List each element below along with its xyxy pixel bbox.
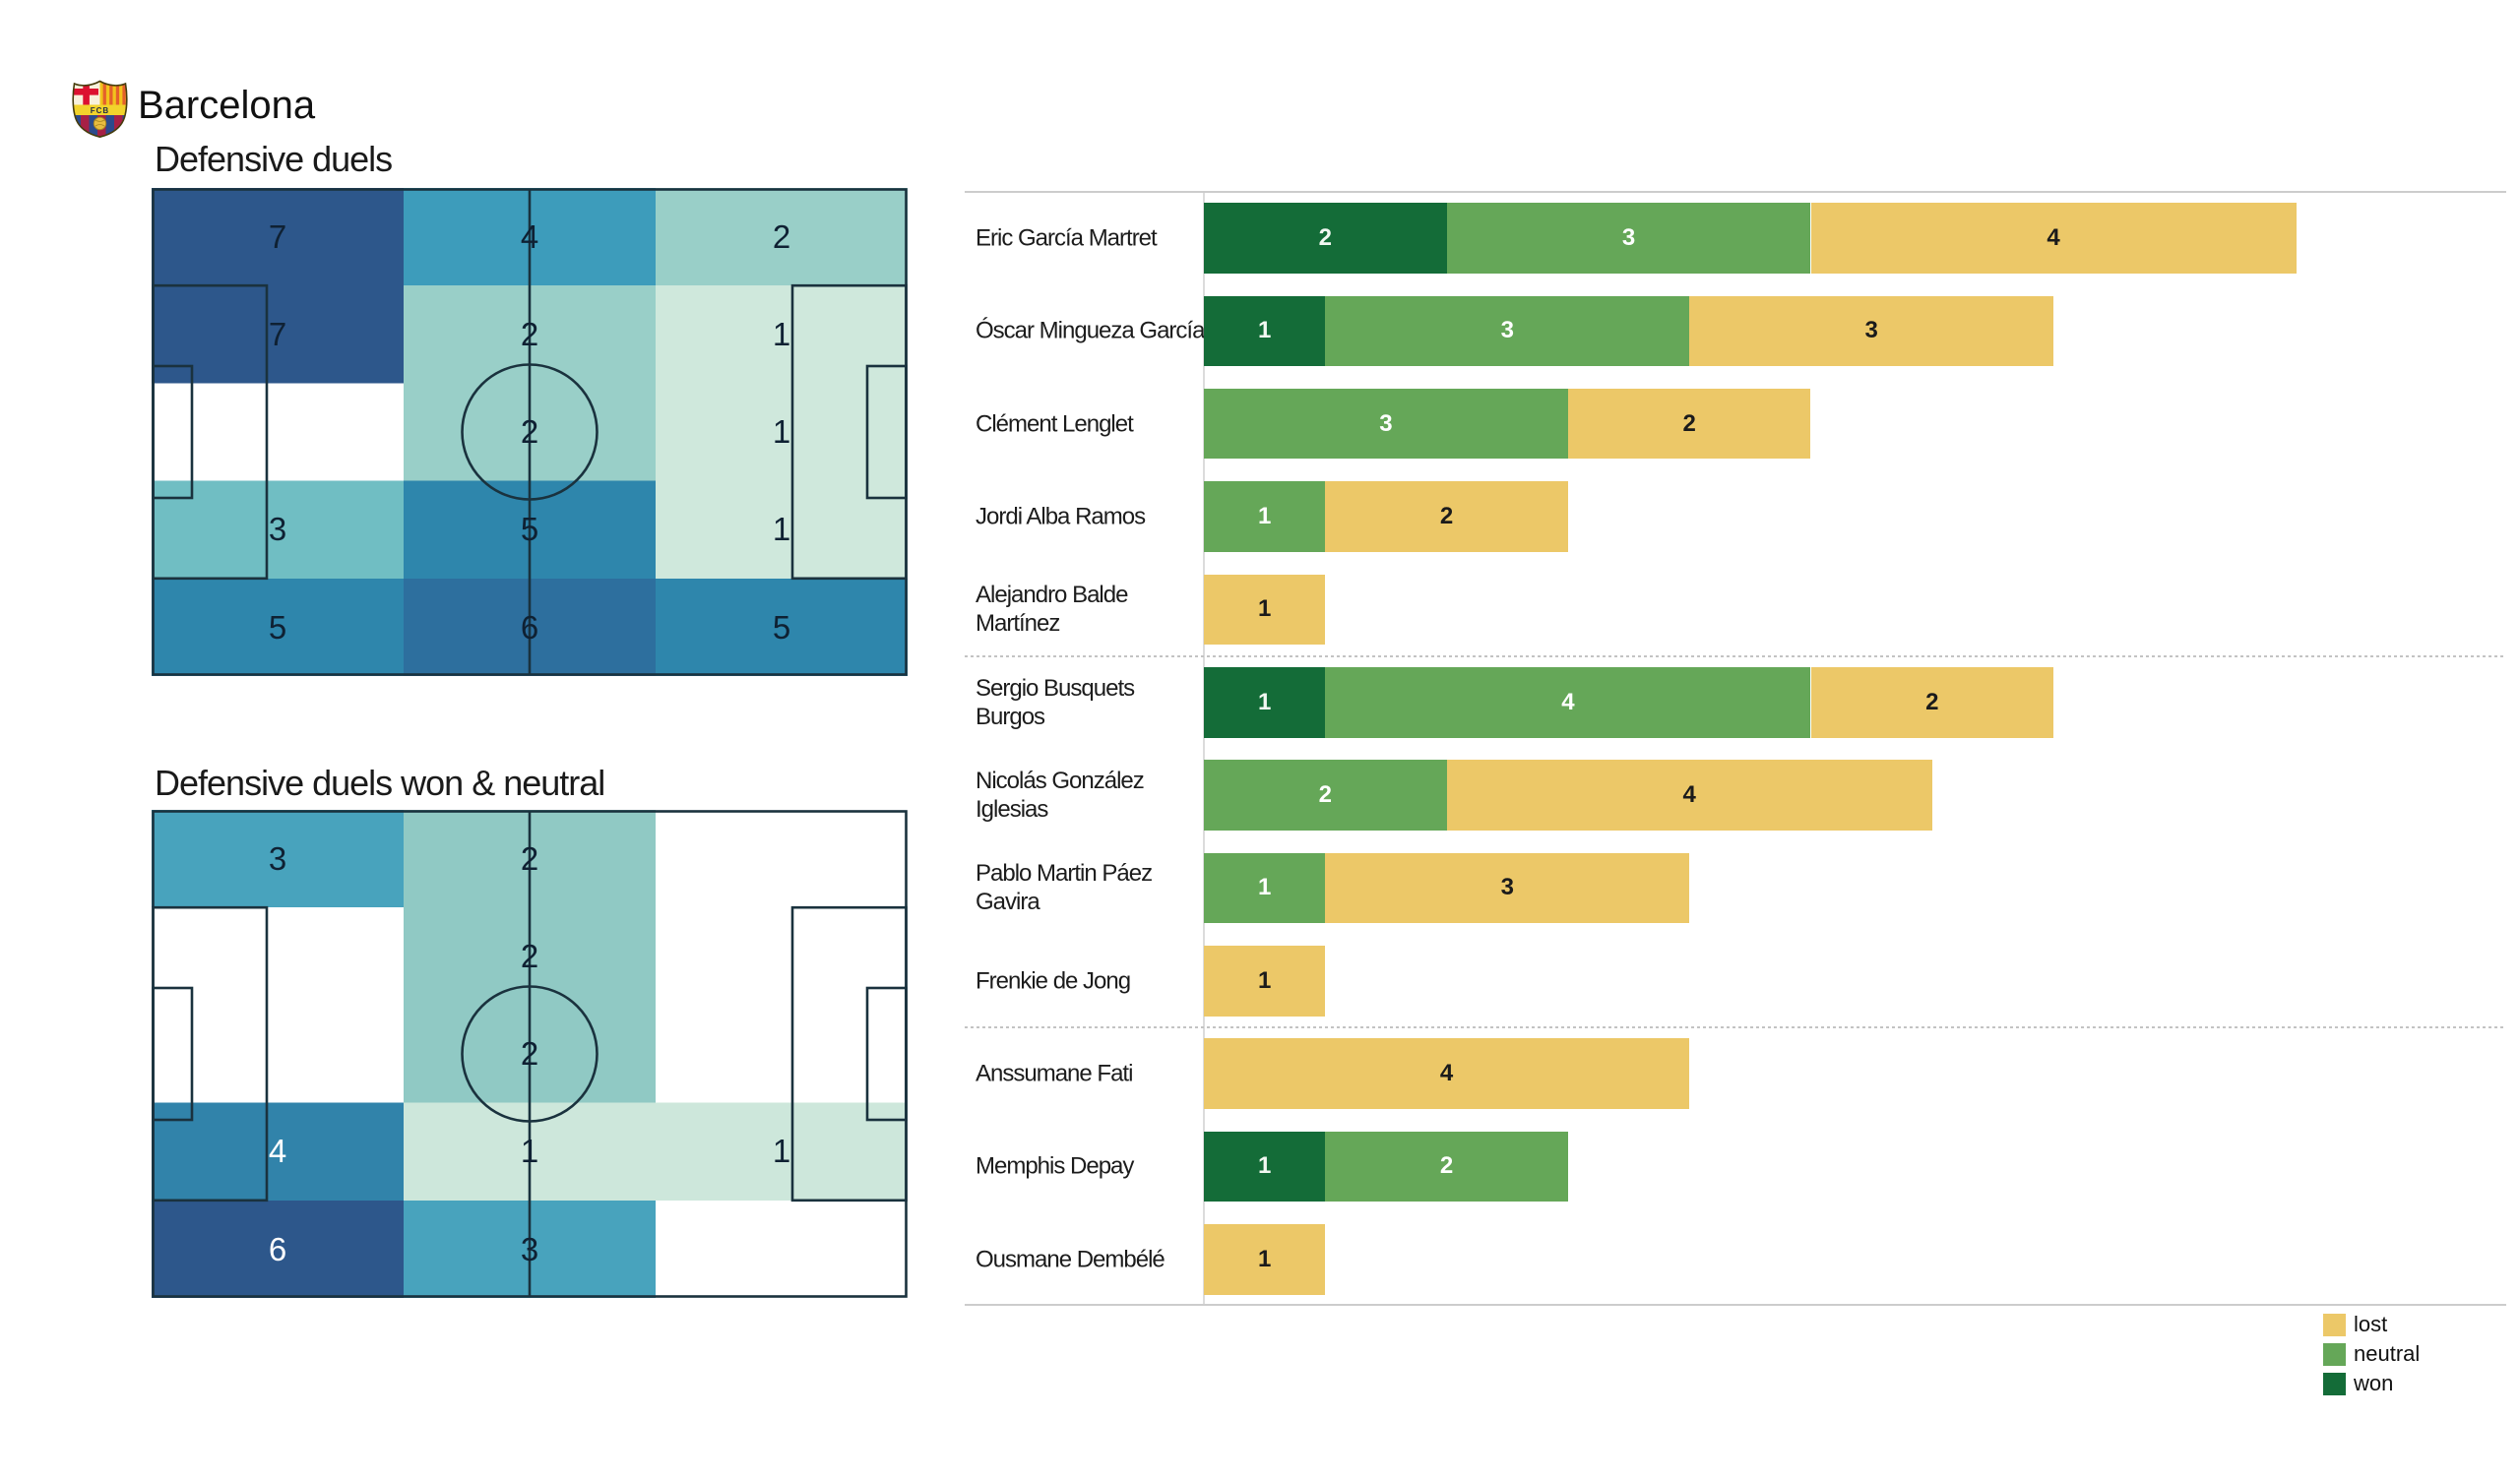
svg-text:FCB: FCB	[91, 106, 109, 115]
svg-text:2: 2	[521, 1035, 538, 1072]
svg-text:1: 1	[773, 1133, 790, 1169]
svg-text:1: 1	[773, 316, 790, 352]
svg-text:1: 1	[773, 413, 790, 450]
svg-text:3: 3	[521, 1231, 538, 1267]
svg-text:2: 2	[521, 413, 538, 450]
svg-text:2: 2	[521, 840, 538, 877]
svg-text:2: 2	[773, 218, 790, 255]
svg-text:6: 6	[521, 609, 538, 646]
svg-text:2: 2	[521, 316, 538, 352]
svg-text:1: 1	[773, 511, 790, 547]
svg-text:7: 7	[269, 316, 286, 352]
svg-text:6: 6	[269, 1231, 286, 1267]
svg-text:4: 4	[269, 1133, 286, 1169]
svg-text:3: 3	[269, 511, 286, 547]
svg-text:1: 1	[521, 1133, 538, 1169]
svg-text:2: 2	[521, 938, 538, 974]
svg-text:5: 5	[773, 609, 790, 646]
svg-text:4: 4	[521, 218, 538, 255]
svg-text:3: 3	[269, 840, 286, 877]
svg-text:5: 5	[521, 511, 538, 547]
svg-text:5: 5	[269, 609, 286, 646]
svg-text:7: 7	[269, 218, 286, 255]
